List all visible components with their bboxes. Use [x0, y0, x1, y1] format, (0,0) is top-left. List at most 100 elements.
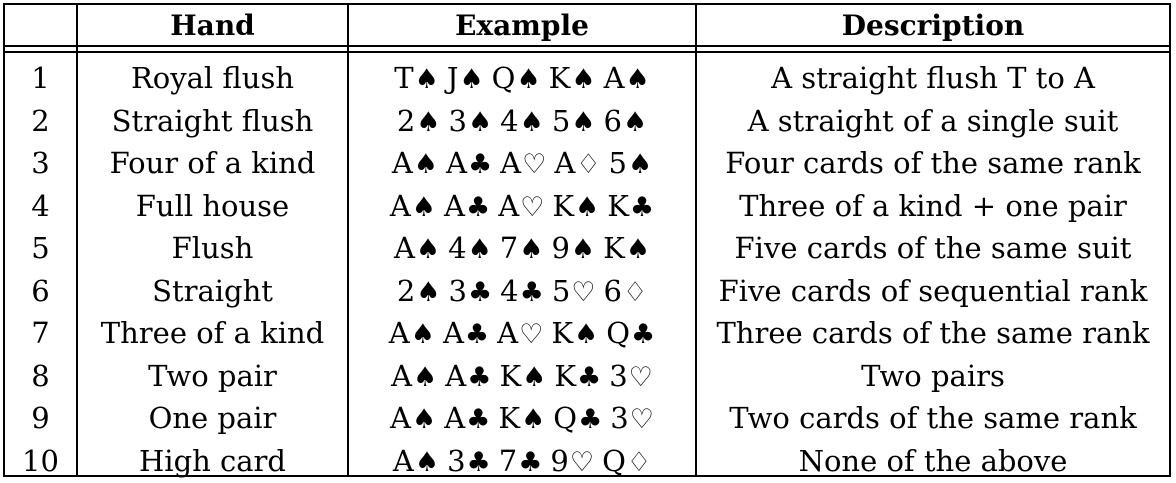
playing-card: 6 ♠ [604, 104, 648, 138]
card-suit-icon: ♣ [630, 319, 656, 351]
card-rank: 4 [500, 273, 519, 308]
example-cards: 2 ♠ 3 ♣ 4 ♣ 5 ♡ 6 ♢ [349, 270, 695, 313]
row-number: 9 [31, 401, 50, 436]
card-suit-icon: ♡ [628, 361, 653, 393]
table-row: 7 Three of a kind A ♠ A ♣ A ♡ K ♠ Q ♣ Three cards of… [5, 312, 1169, 355]
card-rank: J [446, 61, 459, 96]
card-rank: A [391, 146, 413, 181]
header-hand: Hand [170, 8, 255, 42]
card-rank: K [499, 358, 522, 393]
card-suit-icon: ♠ [467, 106, 493, 138]
playing-card: A ♡ [497, 316, 543, 350]
row-number: 10 [22, 443, 59, 478]
card-suit-icon: ♣ [578, 404, 603, 436]
card-suit-icon: ♡ [520, 191, 545, 223]
playing-card: A ♠ [390, 189, 436, 223]
playing-card: K ♠ [551, 316, 598, 350]
card-suit-icon: ♠ [522, 361, 547, 393]
card-suit-icon: ♡ [571, 276, 596, 308]
playing-card: A ♠ [393, 444, 439, 478]
header-divider [5, 45, 1169, 47]
card-suit-icon: ♣ [518, 446, 543, 478]
card-rank: Q [553, 401, 578, 436]
card-suit-icon: ♠ [573, 319, 599, 351]
playing-card: T ♠ [394, 61, 439, 95]
card-rank: 7 [498, 443, 518, 478]
example-cards: A ♠ 3 ♣ 7 ♣ 9 ♡ Q ♢ [349, 440, 695, 483]
card-rank: A [498, 188, 520, 223]
card-rank: 3 [610, 401, 629, 436]
card-rank: 6 [603, 103, 622, 138]
playing-card: A ♡ [500, 146, 546, 180]
card-rank: Q [602, 443, 626, 478]
hand-name: Full house [135, 188, 290, 223]
card-suit-icon: ♢ [576, 149, 601, 181]
playing-card: 3 ♡ [610, 401, 654, 435]
row-number: 1 [31, 61, 50, 96]
table-row: 6 Straight 2 ♠ 3 ♣ 4 ♣ 5 ♡ 6 ♢ Five cards of sequent… [5, 270, 1169, 313]
row-number: 3 [31, 146, 50, 181]
playing-card: 4 ♠ [500, 104, 544, 138]
hand-name: Flush [171, 231, 254, 266]
card-rank: 3 [447, 443, 466, 478]
hand-name: High card [139, 443, 286, 478]
card-suit-icon: ♠ [414, 64, 439, 96]
example-cards: A ♠ A ♣ A ♡ K ♠ Q ♣ [349, 312, 695, 355]
card-suit-icon: ♠ [459, 64, 484, 96]
card-suit-icon: ♠ [627, 149, 653, 181]
card-rank: A [444, 188, 465, 223]
table-row: 3 Four of a kind A ♠ A ♣ A ♡ A ♢ 5 ♠ Four cards of t… [5, 142, 1169, 185]
card-suit-icon: ♠ [416, 106, 441, 138]
hand-description: Five cards of the same suit [734, 231, 1132, 266]
card-rank: 5 [551, 273, 571, 308]
playing-card: K ♣ [554, 359, 601, 393]
playing-card: A ♣ [444, 189, 490, 223]
card-suit-icon: ♠ [571, 64, 596, 96]
hand-description: Two pairs [861, 358, 1005, 393]
card-rank: 4 [500, 103, 519, 138]
playing-card: 2 ♠ [397, 104, 441, 138]
playing-card: K ♠ [603, 231, 650, 265]
example-cards: T ♠ J ♠ Q ♠ K ♠ A ♠ [349, 57, 695, 100]
hand-name: Straight flush [111, 103, 314, 138]
playing-card: A ♠ [390, 401, 436, 435]
card-suit-icon: ♠ [413, 361, 438, 393]
playing-card: 4 ♣ [500, 274, 544, 308]
playing-card: Q ♣ [606, 316, 655, 350]
hand-name: Three of a kind [100, 316, 325, 351]
card-suit-icon: ♠ [570, 234, 596, 266]
card-suit-icon: ♠ [521, 404, 546, 436]
card-suit-icon: ♣ [465, 191, 491, 223]
playing-card: 3 ♣ [447, 444, 491, 478]
playing-card: J ♠ [447, 61, 484, 95]
hand-name: Four of a kind [109, 146, 316, 181]
card-suit-icon: ♠ [519, 234, 544, 266]
hand-description: Two cards of the same rank [729, 401, 1137, 436]
playing-card: A ♡ [498, 189, 544, 223]
card-suit-icon: ♣ [466, 404, 491, 436]
card-suit-icon: ♠ [414, 446, 440, 478]
card-rank: Q [606, 316, 630, 351]
card-rank: 9 [551, 231, 570, 266]
card-suit-icon: ♡ [519, 319, 544, 351]
card-rank: 9 [550, 443, 569, 478]
card-rank: A [445, 146, 467, 181]
card-rank: A [603, 61, 625, 96]
playing-card: K ♠ [499, 359, 546, 393]
row-number: 7 [31, 316, 50, 351]
playing-card: A ♣ [443, 316, 489, 350]
row-number: 4 [31, 188, 50, 223]
playing-card: 9 ♡ [550, 444, 594, 478]
hand-description: None of the above [798, 443, 1068, 478]
card-rank: K [498, 401, 521, 436]
card-suit-icon: ♠ [412, 404, 437, 436]
card-rank: K [554, 358, 576, 393]
card-suit-icon: ♣ [467, 149, 493, 181]
card-suit-icon: ♠ [416, 276, 441, 308]
card-rank: 3 [448, 103, 467, 138]
playing-card: A ♠ [394, 231, 440, 265]
table-row: 10 High card A ♠ 3 ♣ 7 ♣ 9 ♡ Q ♢ None of the above [5, 440, 1169, 483]
card-rank: K [603, 231, 625, 266]
playing-card: Q ♣ [553, 401, 602, 435]
table-row: 1 Royal flush T ♠ J ♠ Q ♠ K ♠ A ♠ A straight flush T… [5, 57, 1169, 100]
